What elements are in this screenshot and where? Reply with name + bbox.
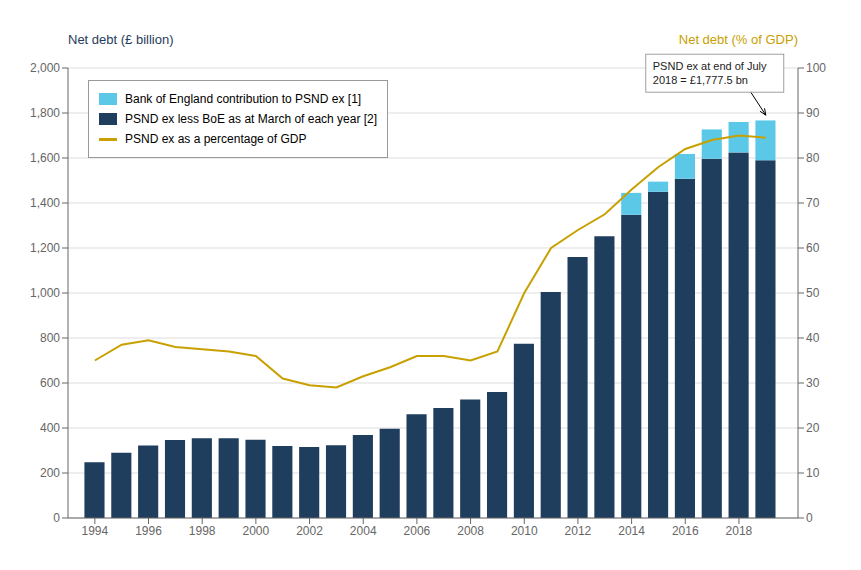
html-text:PSND ex as a percentage of GDP: PSND ex as a percentage of GDP [125, 132, 307, 146]
svg-text:PSND ex at end of July2018 = £: PSND ex at end of July2018 = £1,777.5 bn [653, 60, 767, 86]
svg-text:40: 40 [806, 331, 820, 345]
svg-text:1,200: 1,200 [30, 241, 60, 255]
html-text:Net debt (% of GDP): Net debt (% of GDP) [678, 32, 798, 47]
svg-text:90: 90 [806, 106, 820, 120]
svg-text:600: 600 [40, 376, 60, 390]
svg-text:1,400: 1,400 [30, 196, 60, 210]
svg-text:100: 100 [806, 61, 826, 75]
svg-text:0: 0 [806, 511, 813, 525]
svg-text:1998: 1998 [189, 524, 216, 538]
svg-text:0: 0 [53, 511, 60, 525]
svg-text:20: 20 [806, 421, 820, 435]
svg-text:2014: 2014 [618, 524, 645, 538]
svg-text:1,000: 1,000 [30, 286, 60, 300]
svg-text:1,600: 1,600 [30, 151, 60, 165]
svg-text:10: 10 [806, 466, 820, 480]
svg-text:1,800: 1,800 [30, 106, 60, 120]
html-text:PSND ex less BoE as at March o: PSND ex less BoE as at March of each yea… [125, 112, 378, 126]
svg-text:70: 70 [806, 196, 820, 210]
svg-text:2008: 2008 [457, 524, 484, 538]
html-text:Bank of England contribution t: Bank of England contribution to PSND ex … [125, 92, 362, 106]
svg-text:200: 200 [40, 466, 60, 480]
html-text:Net debt (£ billion): Net debt (£ billion) [68, 32, 174, 47]
svg-text:50: 50 [806, 286, 820, 300]
svg-text:2,000: 2,000 [30, 61, 60, 75]
svg-text:2010: 2010 [511, 524, 538, 538]
svg-text:2000: 2000 [243, 524, 270, 538]
svg-text:2016: 2016 [672, 524, 699, 538]
svg-text:800: 800 [40, 331, 60, 345]
svg-text:400: 400 [40, 421, 60, 435]
svg-text:1994: 1994 [81, 524, 108, 538]
svg-text:30: 30 [806, 376, 820, 390]
svg-text:2006: 2006 [404, 524, 431, 538]
svg-text:2004: 2004 [350, 524, 377, 538]
svg-text:60: 60 [806, 241, 820, 255]
svg-text:2002: 2002 [296, 524, 323, 538]
svg-text:2012: 2012 [565, 524, 592, 538]
svg-text:2018: 2018 [726, 524, 753, 538]
svg-text:1996: 1996 [135, 524, 162, 538]
svg-text:80: 80 [806, 151, 820, 165]
